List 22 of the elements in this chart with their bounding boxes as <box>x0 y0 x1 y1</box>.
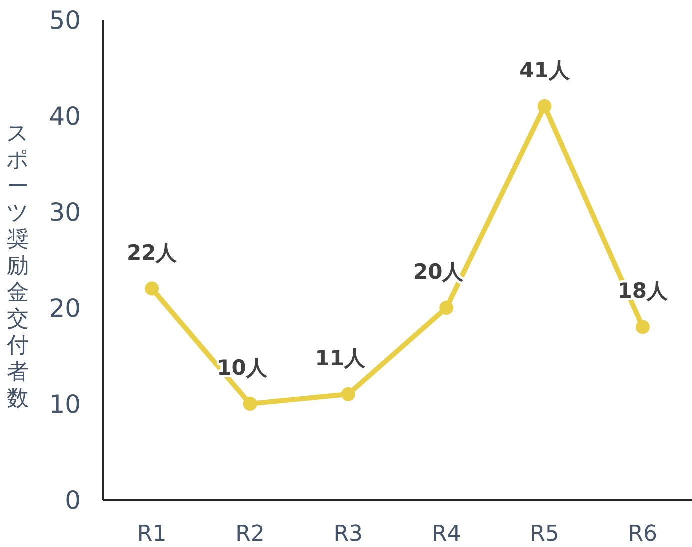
point <box>145 282 160 296</box>
point <box>538 99 552 114</box>
text: スポーツ奨励金交付者数 <box>6 122 30 412</box>
x-tick-label: R2 <box>236 522 265 547</box>
y-tick-label: 10 <box>49 390 81 419</box>
point <box>636 320 650 334</box>
x-tick-label: R3 <box>334 522 364 547</box>
point <box>243 397 258 411</box>
y-tick-label: 0 <box>65 486 81 515</box>
data-label: 41人 <box>520 58 571 82</box>
x-tick-label: R6 <box>628 522 658 547</box>
y-tick-label: 20 <box>49 294 81 323</box>
point <box>440 301 454 315</box>
y-tick-label: 50 <box>49 6 81 35</box>
point <box>341 387 356 402</box>
data-label: 11人 <box>315 346 367 370</box>
y-tick-label: 40 <box>49 102 81 131</box>
x-tick-label: R1 <box>137 522 167 547</box>
y-tick-label: 30 <box>49 198 81 227</box>
x-tick-label: R5 <box>530 522 560 547</box>
data-label: 22人 <box>126 240 178 265</box>
x-tick-label: R4 <box>432 522 462 547</box>
